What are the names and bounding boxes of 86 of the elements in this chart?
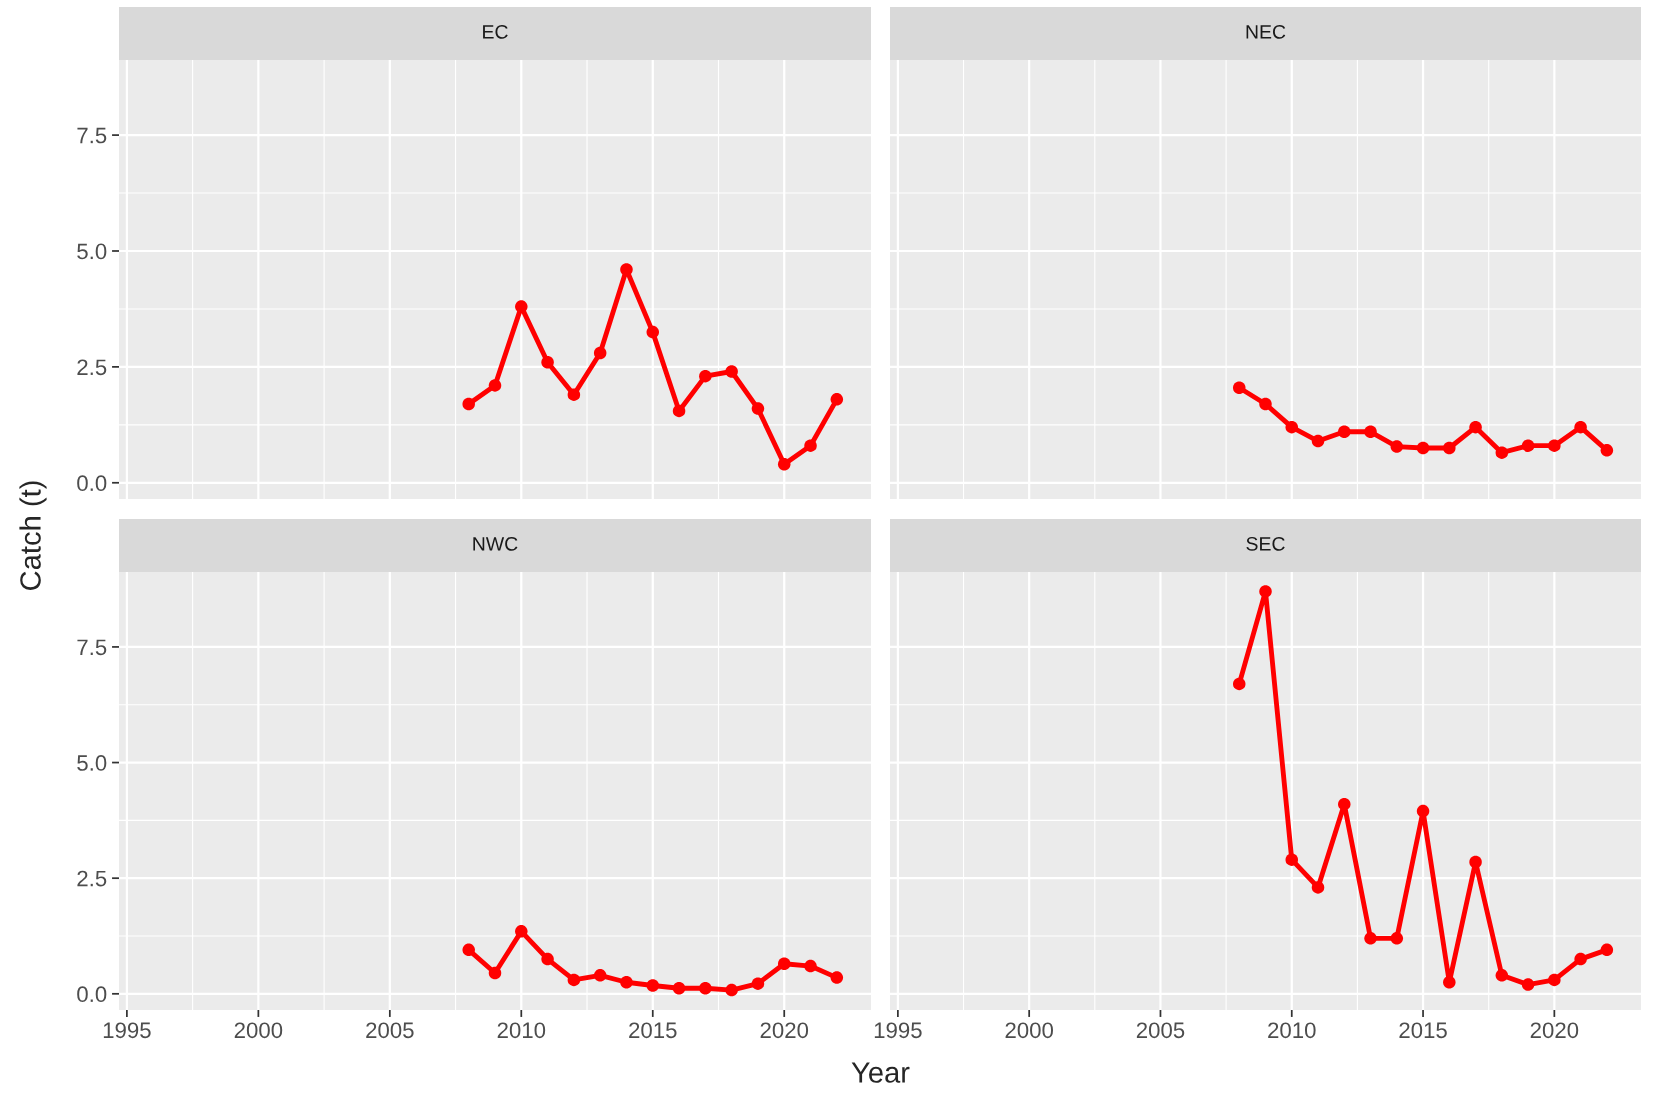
chart-title: NWC [473,536,518,551]
point [1311,881,1325,894]
point [593,969,607,982]
x-tick-label: 2010 [1268,1022,1316,1039]
point [1364,425,1377,439]
y-tick-label: 0.0 [77,475,107,492]
point [1338,797,1351,811]
point [1495,446,1509,459]
y-tick-label: 5.0 [77,755,107,771]
point [1232,381,1246,394]
point [672,982,686,995]
y-tick-label: 7.5 [77,127,107,144]
y-axis-title: Catch (t) [19,481,47,590]
point [725,365,738,378]
point [1416,441,1430,455]
point [1469,420,1482,434]
point [830,971,844,984]
point [1521,439,1535,452]
x-tick-label: 2010 [497,1022,546,1039]
y-tick-label: 7.5 [77,639,107,656]
point [1311,434,1325,448]
point [1364,932,1377,945]
point [699,369,712,383]
point [777,957,791,970]
point [462,397,475,411]
point [1600,943,1614,957]
y-tick-label: 5.0 [77,243,107,260]
point [593,346,607,360]
point [1259,585,1272,598]
point [1259,397,1272,411]
point [462,943,475,957]
point [567,973,581,987]
point [567,388,581,401]
point [541,952,554,966]
point [1600,444,1614,457]
x-tick-label: 2020 [1530,1022,1579,1039]
x-tick-label: 1995 [874,1022,922,1039]
x-tick-label: 2005 [366,1022,414,1039]
point [646,979,660,992]
chart-title: EC [483,24,508,39]
point [751,402,765,415]
point [804,959,817,973]
point [1469,855,1482,869]
chart-title: SEC [1246,536,1285,551]
point [1548,973,1561,987]
point [1548,439,1561,452]
x-tick-label: 2000 [1005,1022,1054,1039]
x-tick-label: 2015 [629,1022,677,1039]
point [804,439,817,452]
point [541,356,554,369]
x-tick-label: 2000 [234,1022,283,1039]
x-axis-title: Year [851,1062,910,1083]
point [1521,978,1535,991]
point [1443,441,1456,455]
point [488,966,502,980]
point [515,300,528,313]
point [1390,440,1404,453]
point [672,404,686,418]
point [751,977,765,990]
point [1416,804,1430,818]
x-tick-label: 2020 [760,1022,809,1039]
point [515,925,528,938]
point [620,263,633,276]
point [620,976,633,989]
y-tick-label: 2.5 [77,359,107,376]
y-tick-label: 2.5 [77,870,107,887]
chart-title: NEC [1246,24,1286,39]
point [646,325,660,339]
point [830,393,844,406]
point [777,457,791,471]
x-tick-label: 2005 [1136,1022,1185,1039]
point [1574,952,1587,966]
point [488,379,502,392]
x-tick-label: 2015 [1399,1022,1447,1039]
point [1495,969,1509,982]
point [725,983,738,997]
y-tick-label: 0.0 [77,986,107,1003]
point [699,982,712,995]
point [1574,420,1587,434]
point [1285,420,1299,434]
x-tick-label: 1995 [103,1022,151,1039]
point [1338,425,1351,439]
point [1443,976,1456,989]
point [1232,677,1246,691]
point [1390,932,1404,945]
point [1285,853,1299,866]
